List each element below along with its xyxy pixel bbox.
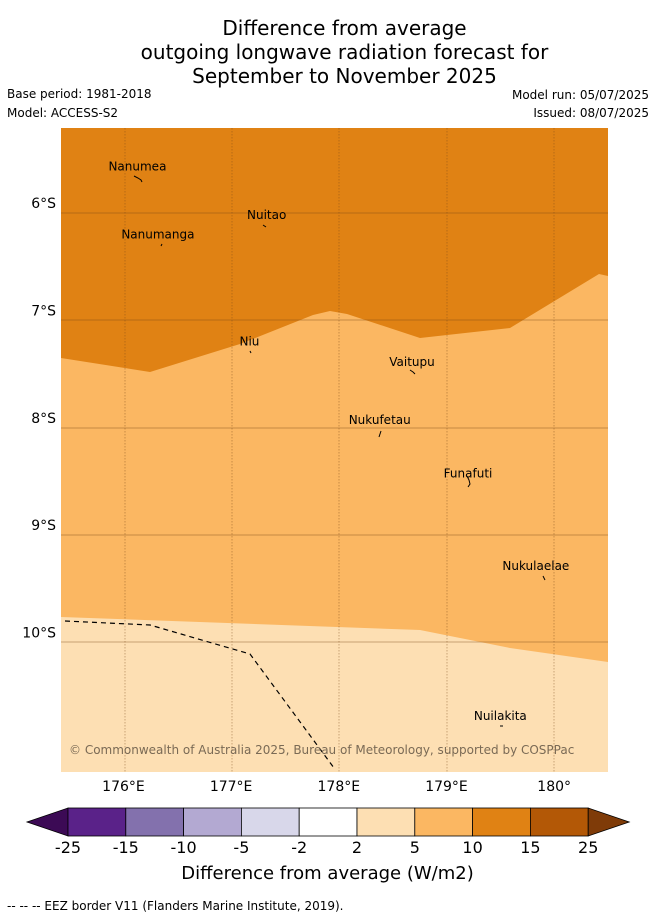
colorbar-bin [298, 807, 358, 837]
place-label: Niu [239, 335, 259, 349]
place-label: Nukulaelae [502, 559, 569, 573]
colorbar-bin [530, 807, 589, 837]
place-label: Nanumea [108, 160, 166, 174]
lon-tick-label: 178°E [318, 779, 361, 795]
title-line-2: outgoing longwave radiation forecast for [140, 40, 549, 64]
map-title: Difference from average outgoing longwav… [0, 16, 655, 88]
colorbar-tick-label: 5 [409, 838, 420, 857]
place-labels: Nanumea Nuitao Nanumanga Niu Vaitupu Nukufeta… [108, 160, 569, 724]
colorbar-tick-label: 15 [520, 838, 541, 857]
island-outlines [133, 175, 546, 727]
colorbar-bin [240, 807, 300, 837]
lon-tick-label: 176°E [102, 779, 145, 795]
region-10-to-15 [61, 128, 608, 372]
colorbar-bin [67, 807, 127, 837]
colorbar-tick-label: -5 [233, 838, 250, 857]
base-period: Base period: 1981-2018 [7, 87, 152, 101]
place-label: Funafuti [444, 467, 493, 481]
eez-border-line [64, 620, 335, 769]
colorbar [25, 807, 631, 837]
colorbar-bin [414, 807, 473, 837]
colorbar-bin [472, 807, 531, 837]
place-label: Vaitupu [389, 355, 435, 369]
title-line-1: Difference from average [222, 16, 467, 40]
latitude-tick-labels: 6°S 7°S 8°S 9°S 10°S [22, 196, 56, 641]
colorbar-tick-label: 25 [578, 838, 599, 857]
place-label: Nukufetau [349, 413, 411, 427]
graticule-meridians [124, 128, 555, 772]
colorbar-extend-min [25, 807, 69, 837]
colorbar-tick-label: 10 [462, 838, 483, 857]
eez-legend-note: -- -- -- EEZ border V11 (Flanders Marine… [7, 899, 344, 913]
place-label: Nuitao [247, 208, 286, 222]
model-run: Model run: 05/07/2025 [511, 88, 649, 102]
colorbar-title: Difference from average (W/m2) [181, 863, 474, 884]
map-area: Nanumea Nuitao Nanumanga Niu Vaitupu Nukufeta… [61, 128, 608, 772]
title-line-3: September to November 2025 [192, 64, 497, 88]
lat-tick-label: 9°S [31, 518, 56, 534]
lon-tick-label: 179°E [425, 779, 468, 795]
colorbar-tick-label: -10 [170, 838, 197, 857]
colorbar-tick-label: -2 [291, 838, 308, 857]
model-name: Model: ACCESS-S2 [7, 106, 119, 120]
lat-tick-label: 7°S [31, 303, 56, 319]
graticule-parallels [61, 212, 608, 643]
colorbar-bin [183, 807, 242, 837]
lat-tick-label: 6°S [31, 196, 56, 212]
colorbar-bin [356, 807, 416, 837]
lon-tick-label: 177°E [210, 779, 253, 795]
colorbar-tick-label: -15 [112, 838, 139, 857]
longitude-tick-labels: 176°E 177°E 178°E 179°E 180° [102, 779, 571, 795]
colorbar-extend-max [587, 807, 631, 837]
lat-tick-label: 10°S [22, 625, 56, 641]
attribution-text: © Commonwealth of Australia 2025, Bureau… [69, 743, 574, 757]
place-label: Nuilakita [474, 709, 527, 723]
place-label: Nanumanga [121, 227, 194, 241]
issued-date: Issued: 08/07/2025 [533, 106, 649, 120]
lat-tick-label: 8°S [31, 411, 56, 427]
colorbar-tick-label: 2 [351, 838, 363, 857]
colorbar-bin [125, 807, 185, 837]
lon-tick-label: 180° [537, 779, 571, 795]
colorbar-tick-label: -25 [54, 838, 82, 857]
